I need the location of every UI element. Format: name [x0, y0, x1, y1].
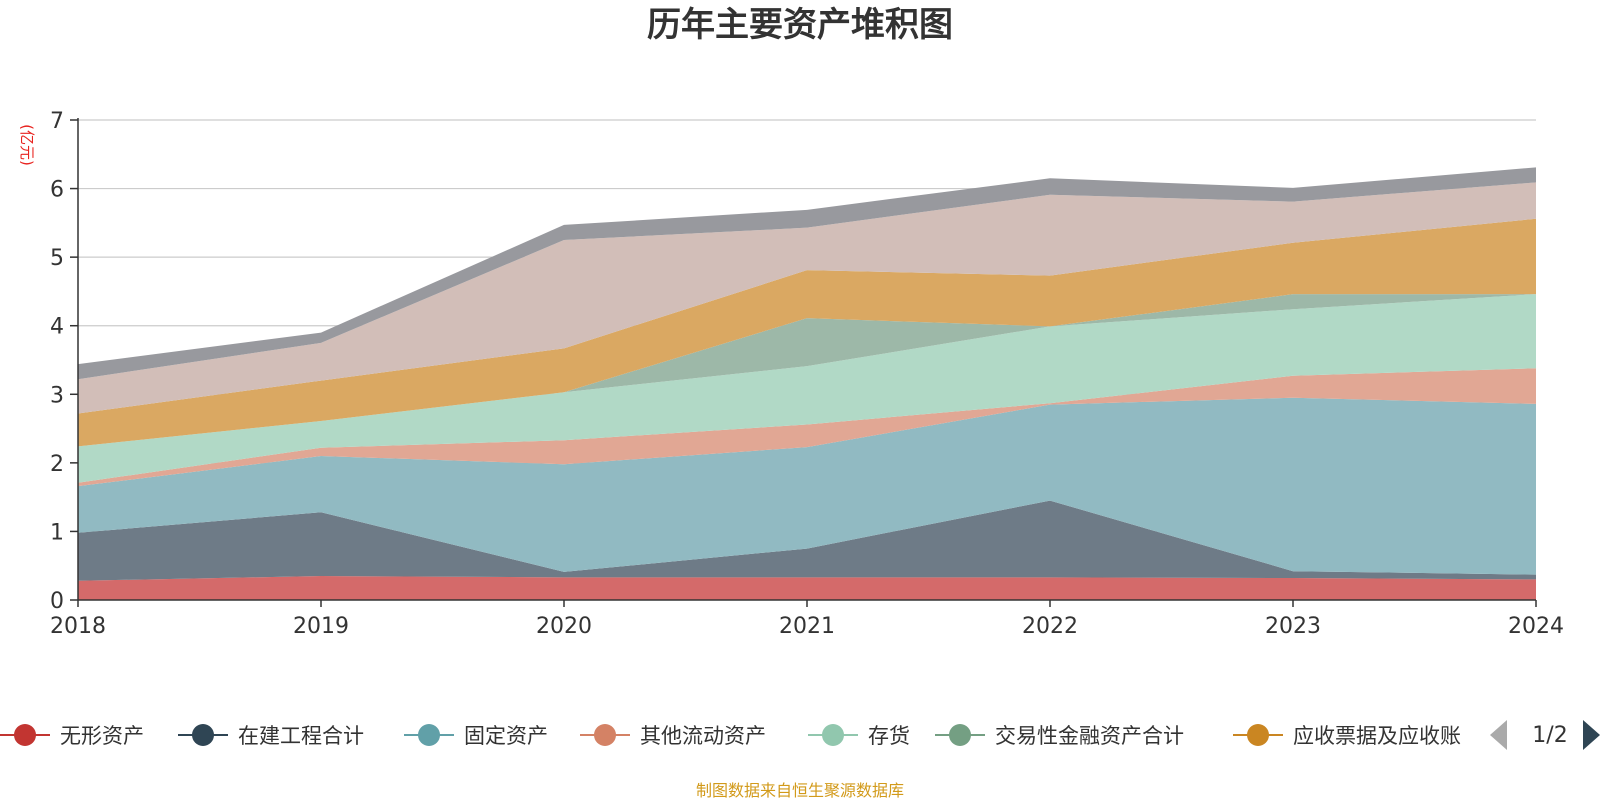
legend-item[interactable]: 交易性金融资产合计: [935, 724, 1184, 748]
area-series: [78, 294, 1536, 447]
legend-item[interactable]: 应收票据及应收账: [1233, 724, 1461, 748]
area-series: [78, 397, 1536, 575]
legend-dot-icon: [192, 724, 214, 746]
y-tick-label: 1: [50, 520, 64, 545]
legend-dot-icon: [949, 724, 971, 746]
x-tick-label: 2021: [779, 614, 835, 639]
legend: 无形资产 在建工程合计 固定资产 其他流动资产 存货 交易性金融资产合计 应收票据及应收账: [0, 724, 1461, 748]
legend-label: 无形资产: [60, 724, 144, 748]
area-series: [78, 167, 1536, 380]
y-tick-label: 3: [50, 383, 64, 408]
area-series: [78, 368, 1536, 487]
x-tick-label: 2018: [50, 614, 106, 639]
x-tick-label: 2020: [536, 614, 592, 639]
legend-label: 应收票据及应收账: [1293, 724, 1461, 748]
y-tick-label: 0: [50, 589, 64, 614]
legend-dot-icon: [14, 724, 36, 746]
legend-dot-icon: [1247, 724, 1269, 746]
area-series: [78, 500, 1536, 581]
y-unit-label: (亿元): [18, 124, 36, 166]
y-tick-label: 6: [50, 178, 64, 203]
legend-label: 固定资产: [464, 724, 548, 748]
legend-label: 存货: [868, 724, 910, 748]
area-series: [78, 167, 1536, 600]
x-tick-label: 2023: [1265, 614, 1321, 639]
legend-item[interactable]: 存货: [808, 724, 910, 748]
legend-pager: 1/2: [1490, 720, 1600, 750]
area-series: [78, 182, 1536, 414]
area-series: [78, 294, 1536, 483]
legend-next-page-icon[interactable]: [1583, 720, 1600, 750]
x-tick-label: 2024: [1508, 614, 1564, 639]
legend-item[interactable]: 其他流动资产: [580, 724, 766, 748]
legend-label: 其他流动资产: [640, 724, 766, 748]
legend-page-indicator: 1/2: [1532, 723, 1567, 748]
axes: 0 1 2 3 4 5 6 7 2018 2019 2020 2021 2022 2023 2024: [50, 109, 1564, 639]
legend-item[interactable]: 固定资产: [404, 724, 548, 748]
legend-item[interactable]: 在建工程合计: [178, 724, 364, 748]
x-tick-label: 2019: [293, 614, 349, 639]
y-tick-label: 4: [50, 315, 64, 340]
area-series: [78, 576, 1536, 600]
source-note: 制图数据来自恒生聚源数据库: [696, 781, 904, 800]
legend-dot-icon: [822, 724, 844, 746]
y-tick-label: 5: [50, 246, 64, 271]
legend-label: 在建工程合计: [238, 724, 364, 748]
legend-prev-page-icon[interactable]: [1490, 720, 1507, 750]
y-tick-label: 2: [50, 452, 64, 477]
x-tick-label: 2022: [1022, 614, 1078, 639]
area-series: [78, 218, 1536, 447]
legend-dot-icon: [418, 724, 440, 746]
y-tick-label: 7: [50, 109, 64, 134]
legend-item[interactable]: 无形资产: [0, 724, 144, 748]
legend-label: 交易性金融资产合计: [995, 724, 1184, 748]
chart-title: 历年主要资产堆积图: [647, 5, 953, 45]
legend-dot-icon: [594, 724, 616, 746]
